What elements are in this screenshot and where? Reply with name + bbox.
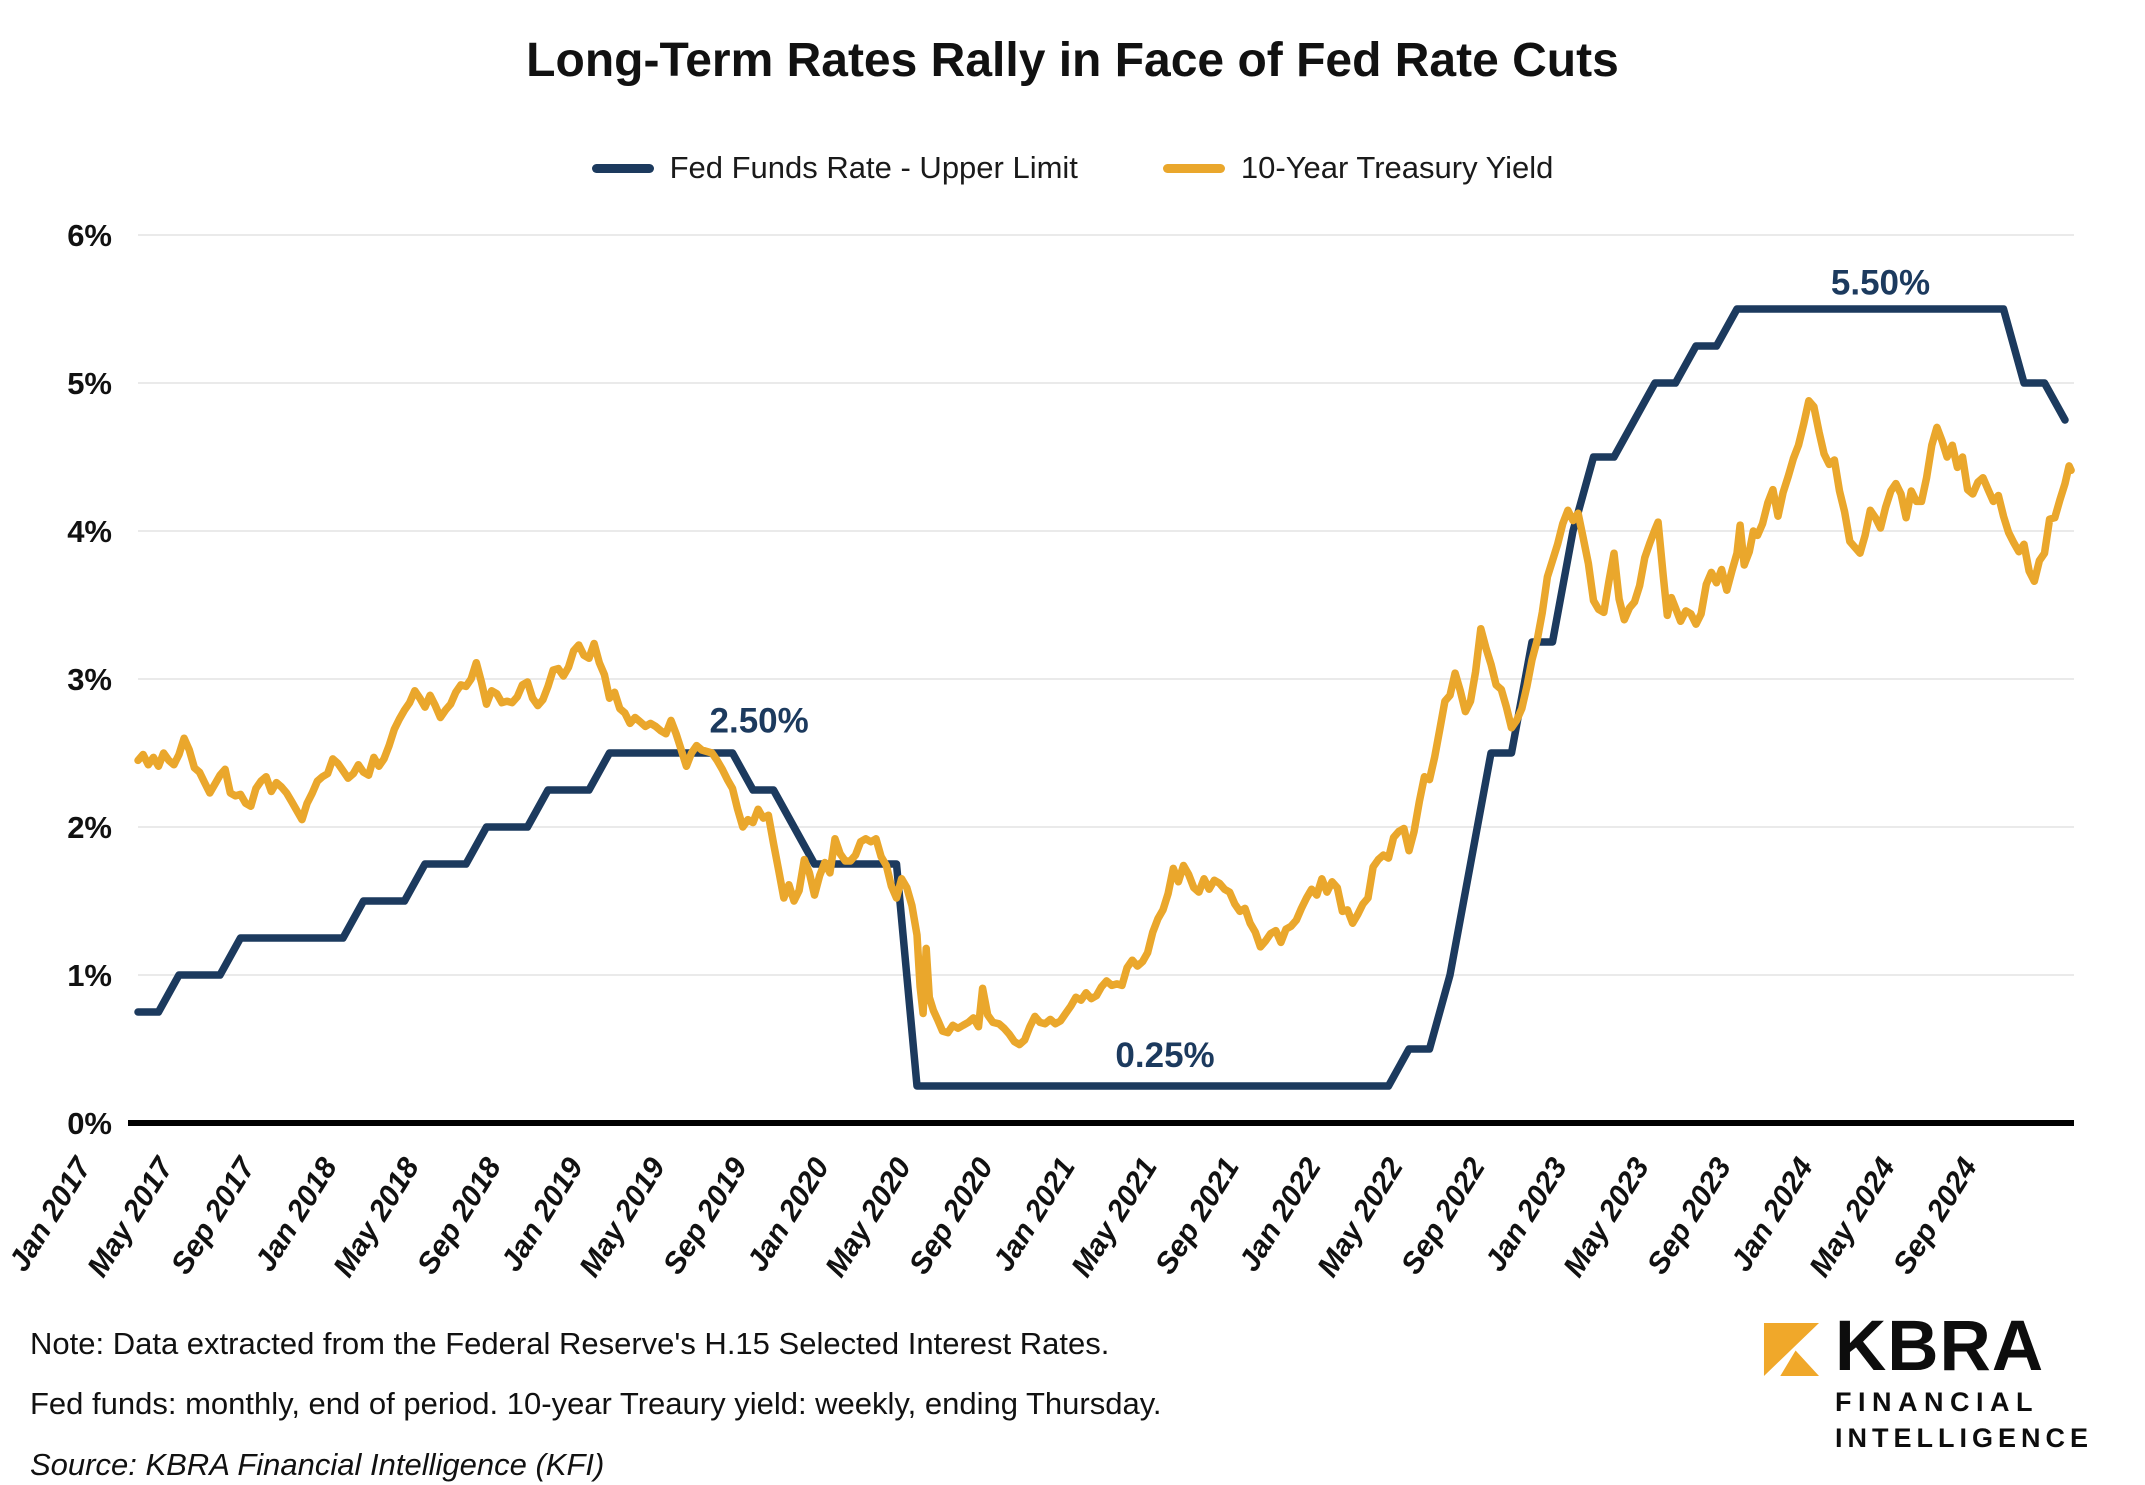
y-tick-label: 1%	[67, 958, 112, 993]
footnotes: Note: Data extracted from the Federal Re…	[30, 1326, 1162, 1446]
legend-item-fed-funds: Fed Funds Rate - Upper Limit	[591, 150, 1078, 186]
y-tick-label: 4%	[67, 514, 112, 549]
legend: Fed Funds Rate - Upper Limit 10-Year Tre…	[0, 150, 2145, 186]
x-tick-label: Sep 2024	[1887, 1152, 1984, 1280]
legend-label-fed-funds: Fed Funds Rate - Upper Limit	[669, 150, 1078, 185]
note-line-2: Fed funds: monthly, end of period. 10-ye…	[30, 1386, 1162, 1421]
kbra-logo-mark-icon	[1763, 1323, 1820, 1376]
x-tick-label: Jan 2021	[987, 1152, 1082, 1277]
x-tick-label: Sep 2019	[657, 1152, 754, 1280]
fed-funds-line-swatch-icon	[591, 163, 654, 173]
x-tick-label: Jan 2019	[495, 1152, 590, 1277]
treasury-yield-line	[134, 397, 2075, 1049]
source-line: Source: KBRA Financial Intelligence (KFI…	[30, 1447, 605, 1482]
annotation-5.50%: 5.50%	[1831, 263, 1930, 302]
kbra-logo-brand: KBRA	[1835, 1307, 2045, 1386]
chart-title: Long-Term Rates Rally in Face of Fed Rat…	[526, 34, 1619, 87]
kbra-logo-intelligence: INTELLIGENCE	[1835, 1423, 2094, 1454]
fed-funds-line	[134, 305, 2069, 1090]
y-tick-label: 6%	[67, 218, 112, 253]
treasury-line-swatch-icon	[1162, 163, 1225, 173]
y-tick-label: 3%	[67, 662, 112, 697]
note-line-1: Note: Data extracted from the Federal Re…	[30, 1326, 1110, 1361]
x-tick-label: Sep 2023	[1641, 1152, 1738, 1280]
x-tick-label: Sep 2017	[165, 1151, 263, 1280]
x-tick-label: Sep 2018	[411, 1152, 508, 1280]
legend-label-treasury: 10-Year Treasury Yield	[1240, 150, 1554, 185]
x-tick-label: Sep 2022	[1395, 1152, 1492, 1280]
kbra-logo: KBRA FINANCIAL INTELLIGENCE	[1763, 1307, 2094, 1454]
x-tick-label: Sep 2021	[1149, 1152, 1246, 1280]
annotation-2.50%: 2.50%	[710, 701, 809, 740]
x-tick-label: Jan 2018	[249, 1152, 344, 1277]
x-tick-label: Jan 2023	[1479, 1152, 1574, 1277]
annotation-0.25%: 0.25%	[1115, 1036, 1214, 1075]
y-tick-label: 2%	[67, 810, 112, 845]
x-tick-label: Jan 2022	[1233, 1152, 1328, 1277]
kbra-logo-financial: FINANCIAL	[1835, 1387, 2039, 1418]
x-tick-label: Jan 2017	[3, 1151, 99, 1277]
y-tick-label: 0%	[67, 1106, 112, 1141]
x-tick-label: Jan 2020	[741, 1152, 836, 1277]
y-tick-label: 5%	[67, 366, 112, 401]
legend-item-treasury: 10-Year Treasury Yield	[1162, 150, 1554, 186]
x-tick-label: Sep 2020	[903, 1152, 1000, 1280]
x-tick-label: Jan 2024	[1725, 1152, 1820, 1277]
kbra-logo-text: KBRA FINANCIAL INTELLIGENCE	[1835, 1307, 2094, 1454]
